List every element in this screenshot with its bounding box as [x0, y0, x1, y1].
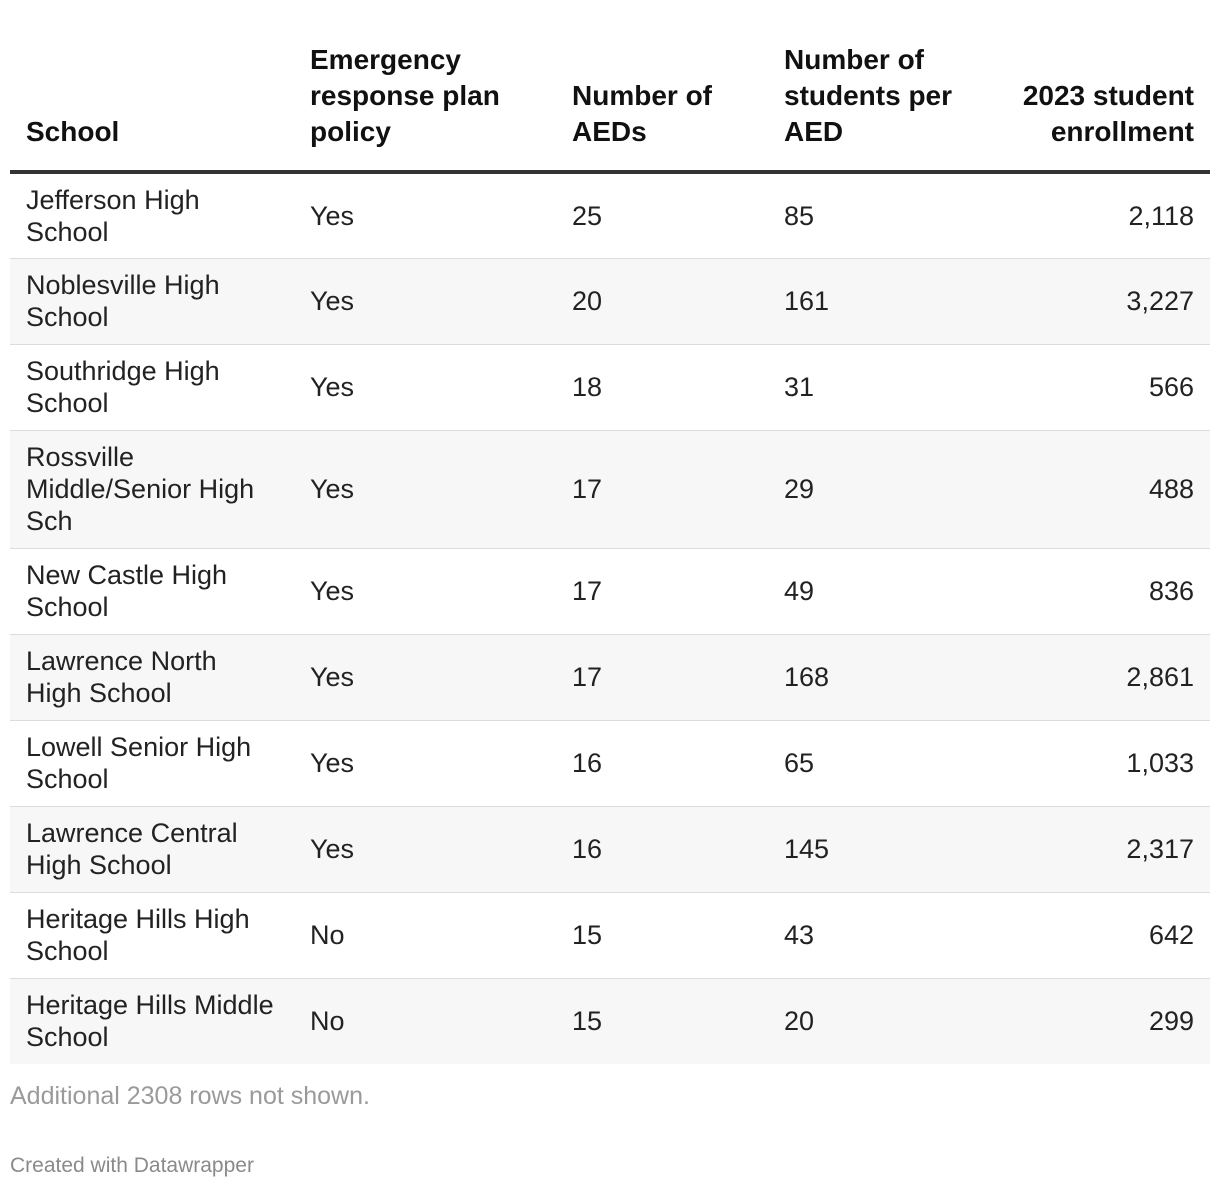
enrollment-cell: 836 [1148, 576, 1194, 606]
enrollment-cell: 642 [1148, 920, 1194, 950]
aed-count-cell: 17 [572, 474, 603, 504]
plan-policy-cell: No [310, 920, 345, 950]
students-per-aed-cell: 20 [784, 1006, 815, 1037]
school-cell: New Castle High School [26, 560, 228, 622]
column-header-students-per-aed[interactable]: Number of students per AED [768, 0, 980, 174]
school-cell: Lawrence North High School [26, 646, 217, 708]
column-header-emergency-plan[interactable]: Emergency response plan policy [294, 0, 556, 174]
table-row: Lawrence Central High School Yes 16 145 2,31… [10, 806, 1210, 892]
students-per-aed-cell: 49 [784, 576, 815, 606]
plan-policy-cell: Yes [310, 372, 355, 402]
enrollment-cell: 2,118 [1128, 200, 1194, 231]
table-row: New Castle High School Yes 17 49 836 [10, 548, 1210, 634]
column-header-aeds[interactable]: Number of AEDs [556, 0, 768, 174]
aed-count-cell: 16 [572, 748, 603, 778]
datawrapper-credit: Created with Datawrapper [10, 1154, 254, 1177]
students-per-aed-cell: 29 [784, 474, 815, 504]
school-cell: Rossville Middle/Senior High Sch [26, 442, 255, 536]
school-cell: Lawrence Central High School [26, 818, 238, 880]
students-per-aed-cell: 31 [784, 372, 815, 402]
aed-count-cell: 18 [572, 372, 603, 402]
table-row: Southridge High School Yes 18 31 566 [10, 344, 1210, 430]
students-per-aed-cell: 85 [784, 200, 815, 231]
plan-policy-cell: No [310, 1006, 345, 1037]
plan-policy-cell: Yes [310, 576, 355, 606]
table-container: School Emergency response plan policy Nu… [10, 0, 1210, 1064]
school-cell: Lowell Senior High School [26, 732, 252, 794]
enrollment-cell: 299 [1148, 1006, 1194, 1037]
enrollment-cell: 3,227 [1126, 286, 1194, 316]
table-row: Noblesville High School Yes 20 161 3,227 [10, 258, 1210, 344]
enrollment-cell: 1,033 [1126, 748, 1194, 778]
students-per-aed-cell: 145 [784, 834, 830, 864]
school-cell: Noblesville High School [26, 270, 220, 332]
enrollment-cell: 2,861 [1126, 662, 1194, 692]
aed-count-cell: 25 [572, 200, 603, 231]
school-cell: Heritage Hills Middle School [26, 990, 274, 1053]
aed-count-cell: 17 [572, 662, 603, 692]
aed-count-cell: 20 [572, 286, 603, 316]
table-row: Heritage Hills Middle School No 15 20 299 [10, 978, 1210, 1064]
table-row: Lowell Senior High School Yes 16 65 1,033 [10, 720, 1210, 806]
table-row: Lawrence North High School Yes 17 168 2,861 [10, 634, 1210, 720]
plan-policy-cell: Yes [310, 474, 355, 504]
table-header-row: School Emergency response plan policy Nu… [10, 0, 1210, 174]
table-row: Heritage Hills High School No 15 43 642 [10, 892, 1210, 978]
aed-table: School Emergency response plan policy Nu… [10, 0, 1210, 1064]
rows-not-shown-note: Additional 2308 rows not shown. [10, 1082, 370, 1110]
school-cell: Southridge High School [26, 356, 220, 418]
students-per-aed-cell: 43 [784, 920, 815, 950]
aed-count-cell: 15 [572, 1006, 603, 1037]
aed-count-cell: 15 [572, 920, 603, 950]
students-per-aed-cell: 161 [784, 286, 830, 316]
enrollment-cell: 566 [1148, 372, 1194, 402]
students-per-aed-cell: 65 [784, 748, 815, 778]
enrollment-cell: 2,317 [1126, 834, 1194, 864]
enrollment-cell: 488 [1148, 474, 1194, 504]
school-cell: Heritage Hills High School [26, 904, 250, 966]
plan-policy-cell: Yes [310, 200, 355, 231]
table-body: Jefferson High School Yes 25 85 2,118 Noblesv… [10, 172, 1210, 1064]
plan-policy-cell: Yes [310, 286, 355, 316]
table-row: Jefferson High School Yes 25 85 2,118 [10, 172, 1210, 258]
column-header-school[interactable]: School [10, 0, 294, 174]
aed-count-cell: 17 [572, 576, 603, 606]
students-per-aed-cell: 168 [784, 662, 830, 692]
table-row: Rossville Middle/Senior High Sch Yes 17 29 4… [10, 430, 1210, 548]
school-cell: Jefferson High School [26, 184, 200, 247]
aed-count-cell: 16 [572, 834, 603, 864]
plan-policy-cell: Yes [310, 748, 355, 778]
plan-policy-cell: Yes [310, 662, 355, 692]
column-header-enrollment[interactable]: 2023 student enrollment [980, 0, 1210, 174]
plan-policy-cell: Yes [310, 834, 355, 864]
